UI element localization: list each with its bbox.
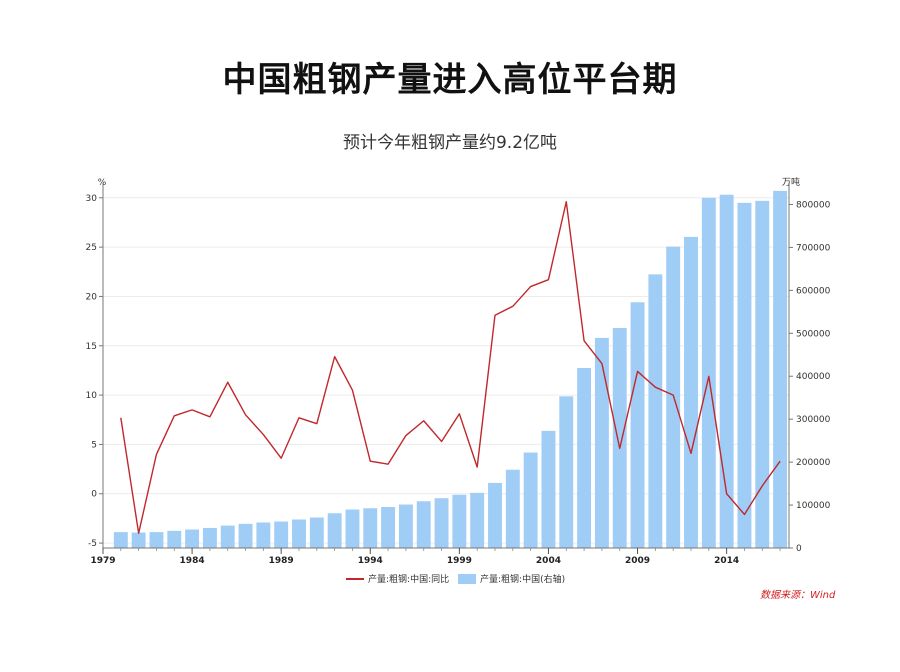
bar-2007 xyxy=(594,337,609,548)
bar-1996 xyxy=(398,504,413,548)
bar-2008 xyxy=(612,328,627,548)
bar-1993 xyxy=(345,509,360,548)
bar-2013 xyxy=(701,197,716,549)
right-tick-label-2: 600000 xyxy=(796,286,831,296)
bar-2010 xyxy=(648,274,663,548)
right-tick-label-7: 100000 xyxy=(796,501,831,511)
source-note: 数据来源：Wind xyxy=(760,590,836,601)
right-tick-label-8: 0 xyxy=(796,544,802,554)
right-tick-label-0: 800000 xyxy=(796,200,831,210)
right-tick-label-3: 500000 xyxy=(796,329,831,339)
legend-label-0: 产量:粗钢:中国:同比 xyxy=(368,573,449,585)
bar-1994 xyxy=(363,508,378,548)
bar-1997 xyxy=(416,501,431,548)
bar-1981 xyxy=(131,532,146,548)
left-axis-unit: % xyxy=(98,178,107,188)
left-tick-label-2: 20 xyxy=(86,292,98,302)
right-tick-label-1: 700000 xyxy=(796,243,831,253)
bar-1999 xyxy=(452,494,467,548)
bar-1998 xyxy=(434,498,449,548)
left-tick-label-4: 10 xyxy=(86,391,98,401)
left-tick-label-1: 25 xyxy=(86,243,97,253)
bar-2012 xyxy=(684,236,698,548)
x-tick-label-0: 1979 xyxy=(90,556,115,566)
x-tick-label-3: 1994 xyxy=(358,556,383,566)
bar-1992 xyxy=(327,513,342,548)
chart-subtitle: 预计今年粗钢产量约9.2亿吨 xyxy=(342,133,558,153)
bar-2001 xyxy=(488,482,502,548)
bar-1991 xyxy=(309,517,324,548)
bar-1987 xyxy=(238,523,253,548)
bar-1989 xyxy=(274,521,289,548)
x-tick-label-5: 2004 xyxy=(536,556,561,566)
bar-2006 xyxy=(577,368,592,548)
bar-1995 xyxy=(381,507,396,548)
bar-2003 xyxy=(523,452,538,548)
x-tick-label-4: 1999 xyxy=(447,556,472,566)
right-tick-label-4: 400000 xyxy=(796,372,831,382)
x-tick-label-6: 2009 xyxy=(625,556,650,566)
left-tick-label-5: 5 xyxy=(91,440,97,450)
bar-1983 xyxy=(167,530,182,548)
right-axis-unit: 万吨 xyxy=(782,176,800,188)
bar-2017 xyxy=(773,190,788,549)
bar-2000 xyxy=(470,492,485,548)
page-title: 中国粗钢产量进入高位平台期 xyxy=(222,60,678,100)
x-tick-label-7: 2014 xyxy=(714,556,739,566)
bar-1990 xyxy=(292,519,306,548)
bar-2015 xyxy=(737,202,752,548)
bar-1984 xyxy=(185,529,200,548)
left-tick-label-6: 0 xyxy=(91,490,97,500)
bar-2002 xyxy=(505,469,520,548)
bar-2016 xyxy=(755,200,770,549)
right-tick-label-6: 200000 xyxy=(796,458,831,468)
bar-2009 xyxy=(630,302,645,548)
line-series xyxy=(120,201,781,534)
bar-2014 xyxy=(719,194,734,548)
yoy-line xyxy=(120,201,781,534)
bar-1988 xyxy=(256,522,271,548)
bar-1986 xyxy=(220,525,235,548)
bar-1982 xyxy=(149,532,164,548)
legend-swatch-1 xyxy=(458,574,476,584)
x-tick-label-1: 1984 xyxy=(180,556,205,566)
legend-label-1: 产量:粗钢:中国(右轴) xyxy=(480,573,565,585)
axes: 30 25 20 15 10 5 0 -5% 800000 700000 600000 500000 4… xyxy=(86,176,831,566)
legend: 产量:粗钢:中国:同比 产量:粗钢:中国(右轴) xyxy=(346,573,565,585)
bar-series xyxy=(113,190,788,549)
left-tick-label-3: 15 xyxy=(86,342,97,352)
bar-2004 xyxy=(541,430,556,548)
bar-1985 xyxy=(202,527,217,548)
bar-2005 xyxy=(559,396,574,548)
left-tick-label-7: -5 xyxy=(88,539,97,549)
left-tick-label-0: 30 xyxy=(86,194,98,204)
right-tick-label-5: 300000 xyxy=(796,415,831,425)
x-tick-label-2: 1989 xyxy=(269,556,294,566)
bar-1980 xyxy=(113,532,128,548)
